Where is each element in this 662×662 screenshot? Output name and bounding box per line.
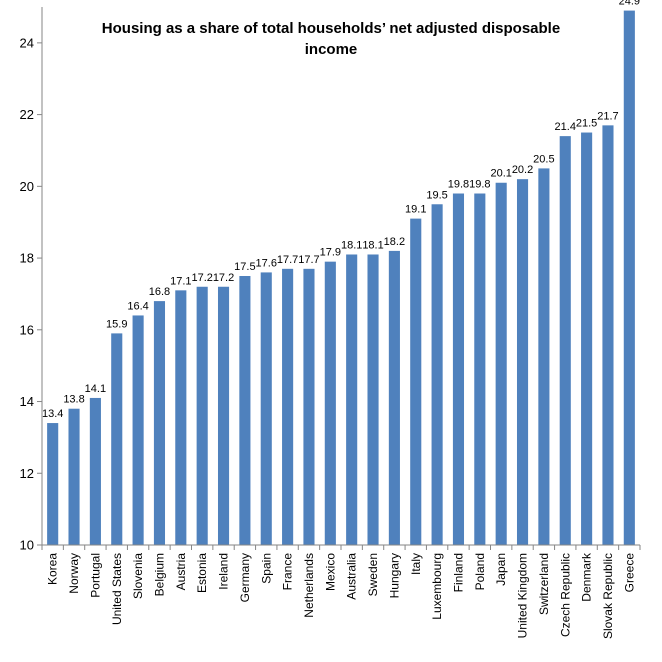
- chart-title-line2: income: [304, 41, 358, 58]
- category-label: Estonia: [195, 553, 209, 593]
- y-tick-label: 22: [20, 107, 34, 122]
- data-label: 21.4: [555, 121, 576, 133]
- category-label: Sweden: [366, 553, 380, 596]
- data-label: 21.7: [597, 110, 618, 122]
- category-label: Greece: [622, 553, 636, 593]
- category-label: Slovenia: [131, 553, 145, 599]
- category-label: Mexico: [323, 553, 337, 591]
- category-label: Austria: [174, 553, 188, 591]
- category-label: Portugal: [88, 553, 102, 598]
- bar: [559, 136, 571, 545]
- category-label: France: [281, 553, 295, 591]
- data-label: 19.1: [405, 204, 426, 216]
- category-label: United States: [110, 553, 124, 625]
- bar: [516, 179, 529, 545]
- bar: [452, 193, 465, 546]
- y-tick-label: 10: [20, 538, 34, 553]
- category-label: Australia: [345, 553, 359, 600]
- y-tick-label: 18: [20, 251, 34, 266]
- category-label: Norway: [67, 553, 81, 594]
- bar: [47, 423, 59, 545]
- category-label: Germany: [238, 553, 252, 602]
- bar: [217, 286, 230, 545]
- data-label: 17.7: [298, 254, 319, 266]
- bar: [324, 261, 336, 545]
- data-label: 19.5: [426, 189, 447, 201]
- bars: 13.413.814.115.916.416.817.1 17.2 17.217.5…: [42, 0, 640, 546]
- chart-title: Housing as a share of total households’ …: [0, 18, 662, 60]
- data-label: 17.1: [170, 275, 191, 287]
- bar: [581, 132, 593, 546]
- data-label: 18.1: [362, 239, 383, 251]
- data-label: 21.5: [576, 118, 597, 130]
- x-axis: Korea Norway Portugal United States Slovenia…: [41, 544, 641, 639]
- data-label: 17.2: [213, 272, 234, 284]
- bar: [474, 193, 486, 546]
- bar: [260, 272, 272, 545]
- category-label: Italy: [409, 553, 423, 575]
- data-label: 20.1: [490, 168, 511, 180]
- data-label: 17.6: [256, 257, 277, 269]
- category-label: Poland: [473, 553, 487, 590]
- bar: [111, 333, 123, 545]
- category-label: Denmark: [580, 552, 594, 602]
- data-label: 16.4: [127, 300, 148, 312]
- data-label: 16.8: [149, 286, 170, 298]
- data-label: 24.9: [619, 0, 640, 8]
- bar: [388, 250, 400, 546]
- bar: [495, 182, 507, 545]
- bar: [175, 290, 187, 545]
- category-label: Netherlands: [302, 553, 316, 618]
- bar: [623, 10, 635, 545]
- data-label: 19.8: [448, 179, 469, 191]
- category-label: Slovak Republic: [601, 553, 615, 639]
- data-label: 18.1: [341, 239, 362, 251]
- data-label: 17.9: [320, 247, 341, 259]
- data-label: 17.5: [234, 261, 255, 273]
- bar: [367, 254, 379, 546]
- category-label: Ireland: [217, 553, 231, 590]
- y-tick-label: 14: [20, 394, 34, 409]
- bar: [538, 168, 550, 545]
- bar: [410, 218, 422, 545]
- data-label: 17.7: [277, 254, 298, 266]
- data-label: 13.4: [42, 408, 63, 420]
- data-label: 17.2: [191, 272, 212, 284]
- y-tick-label: 20: [20, 179, 34, 194]
- bar: [431, 204, 443, 545]
- y-tick-label: 12: [20, 466, 34, 481]
- data-label: 20.5: [533, 153, 554, 165]
- category-label: Japan: [494, 553, 508, 586]
- data-label: 19.8: [469, 179, 490, 191]
- category-label: United Kingdom: [516, 553, 530, 638]
- bar: [153, 301, 166, 545]
- data-label: 14.1: [85, 383, 106, 395]
- bar: [602, 125, 614, 546]
- category-label: Korea: [46, 553, 60, 585]
- bar: [89, 397, 101, 545]
- category-label: Czech Republic: [558, 553, 572, 637]
- category-label: Spain: [259, 553, 273, 584]
- data-label: 18.2: [384, 236, 405, 248]
- data-label: 15.9: [106, 318, 127, 330]
- y-axis: 10 12 14 16 18 20 22 24: [20, 7, 43, 553]
- data-label: 13.8: [63, 394, 84, 406]
- data-label: 20.2: [512, 164, 533, 176]
- category-label: Finland: [451, 553, 465, 592]
- bar: [68, 408, 80, 545]
- bar: [346, 254, 358, 546]
- category-label: Luxembourg: [430, 553, 444, 620]
- y-tick-label: 24: [20, 35, 34, 50]
- category-label: Switzerland: [537, 553, 551, 615]
- chart-title-line1: Housing as a share of total households’ …: [101, 20, 561, 37]
- category-label: Belgium: [152, 553, 166, 596]
- bar: [303, 268, 315, 545]
- bar: [282, 268, 294, 545]
- bar: [196, 286, 208, 545]
- bar: [239, 276, 251, 545]
- bar: [132, 315, 144, 545]
- category-label: Hungary: [387, 553, 401, 598]
- y-tick-label: 16: [20, 322, 34, 337]
